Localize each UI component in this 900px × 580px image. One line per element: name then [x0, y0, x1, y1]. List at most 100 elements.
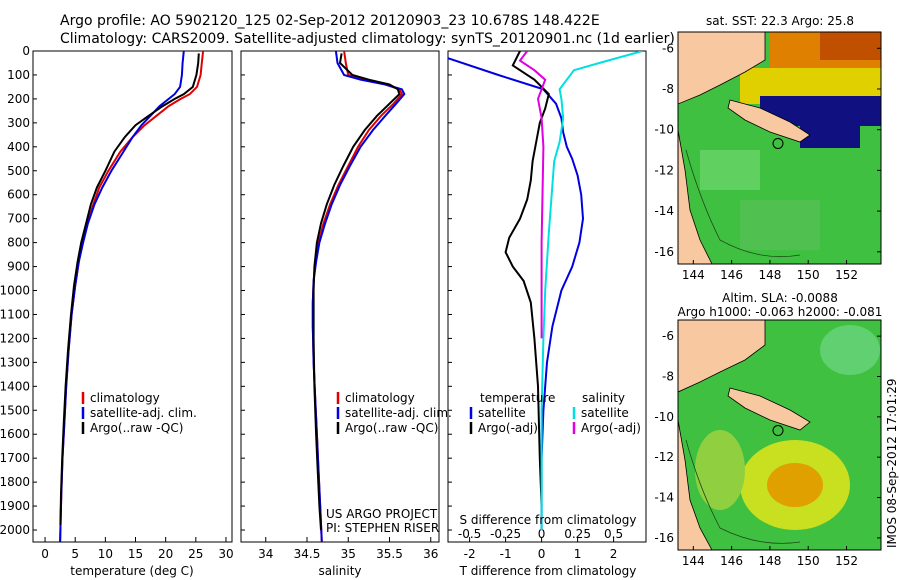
salinity-plot-frame — [240, 50, 440, 543]
x-tick-label: 2 — [610, 547, 618, 561]
depth-axis-ticks: 0 100 200 300 400 500 600 700 800 900 1000 1100 1200… — [0, 44, 37, 537]
sst-light-patch — [700, 150, 760, 190]
x-tick-label: 1 — [574, 547, 582, 561]
map-lat-label: -10 — [654, 123, 674, 137]
x-tick-label: 30 — [218, 547, 233, 561]
s-diff-tick-label: 0.5 — [604, 527, 623, 541]
difference-axis-ticks: -2 -1 0 1 2 -0.5 -0.25 0 0.25 0.5 — [458, 527, 623, 561]
depth-tick-label: 1100 — [0, 307, 30, 321]
temperature-legend: climatology satellite-adj. clim. Argo(..… — [81, 391, 197, 435]
map-lon-label: 148 — [758, 268, 781, 282]
sst-cloud-band-2 — [800, 126, 860, 148]
depth-tick-label: 1700 — [0, 451, 30, 465]
sla-map-title-line2: Argo h1000: -0.063 h2000: -0.081 — [678, 305, 883, 319]
series-line-argo-raw-qc- — [312, 53, 401, 531]
x-tick-label: 35 — [341, 547, 356, 561]
series-line-t-satellite — [448, 57, 585, 530]
depth-tick-label: 600 — [7, 188, 30, 202]
map-lat-label: -6 — [662, 329, 674, 343]
series-line-satellite-adj-clim- — [59, 51, 185, 542]
legend-label-argo: Argo(..raw -QC) — [345, 421, 438, 435]
x-tick-label: -2 — [464, 547, 476, 561]
sst-map-frame — [677, 31, 882, 265]
legend-label-t-satellite: satellite — [478, 406, 526, 420]
legend-label-climatology: climatology — [90, 391, 160, 405]
sla-map-field — [678, 320, 881, 550]
depth-tick-label: 100 — [7, 68, 30, 82]
t-difference-axis-label: T difference from climatology — [459, 564, 637, 578]
legend-label-s-argo: Argo(-adj) — [581, 421, 641, 435]
map-lon-label: 146 — [720, 268, 743, 282]
x-tick-label: 15 — [128, 547, 143, 561]
sst-reef-contour — [685, 149, 801, 258]
x-tick-label: 35.5 — [376, 547, 403, 561]
map-lat-label: -16 — [654, 245, 674, 259]
difference-depth-ticks — [448, 50, 452, 531]
salinity-axis-label: salinity — [318, 564, 361, 578]
depth-tick-label: 2000 — [0, 523, 30, 537]
x-tick-label: 20 — [158, 547, 173, 561]
s-diff-tick-label: 0 — [538, 527, 546, 541]
sst-land-papuan-tail — [727, 99, 811, 143]
s-difference-axis-label: S difference from climatology — [460, 513, 637, 527]
x-tick-label: 0 — [538, 547, 546, 561]
map-lat-label: -10 — [654, 410, 674, 424]
x-tick-label: -1 — [500, 547, 512, 561]
depth-tick-label: 900 — [7, 260, 30, 274]
depth-tick-label: 200 — [7, 92, 30, 106]
legend-label-s-satellite: satellite — [581, 406, 629, 420]
x-tick-label: 34.5 — [294, 547, 321, 561]
depth-tick-label: 500 — [7, 164, 30, 178]
sst-hot-patch — [820, 32, 881, 60]
temperature-axis-ticks: 0 5 10 15 20 25 30 — [41, 537, 234, 561]
difference-series — [448, 51, 643, 530]
map-lat-label: -16 — [654, 531, 674, 545]
series-line-climatology — [59, 51, 205, 542]
sla-mid-patch — [695, 430, 745, 510]
sla-land-papuan-tail — [727, 387, 811, 431]
map-lon-label: 152 — [835, 554, 858, 568]
sla-low-patch — [820, 325, 880, 375]
sst-map-ticks: 144 146 148 150 152 -6 -8 -10 -12 -14 -16 — [654, 41, 881, 282]
map-lon-label: 148 — [758, 554, 781, 568]
temperature-plot-frame — [32, 50, 233, 543]
figure-title-line1: Argo profile: AO 5902120_125 02-Sep-2012… — [60, 13, 600, 29]
figure-title-line2: Climatology: CARS2009. Satellite-adjuste… — [60, 31, 675, 47]
map-lat-label: -14 — [654, 204, 674, 218]
sla-map-panel: Altim. SLA: -0.0088 Argo h1000: -0.063 h… — [654, 291, 882, 568]
series-line-satellite-adj-clim- — [311, 51, 406, 542]
x-tick-label: 36 — [423, 547, 438, 561]
series-line-s-argo-adj- — [518, 51, 547, 339]
map-lat-label: -8 — [662, 369, 674, 383]
depth-tick-label: 1400 — [0, 379, 30, 393]
series-line-argo-raw-qc- — [59, 53, 200, 526]
sla-high-core — [767, 463, 823, 507]
sla-map-frame — [677, 319, 882, 551]
sla-land-cape-york — [678, 419, 713, 550]
s-diff-tick-label: -0.5 — [458, 527, 481, 541]
depth-tick-label: 1300 — [0, 355, 30, 369]
salinity-legend: climatology satellite-adj. clim. Argo(..… — [336, 391, 452, 435]
sst-land-cape-york — [678, 129, 713, 264]
map-lon-label: 150 — [797, 554, 820, 568]
sla-map-ticks: 144 146 148 150 152 -6 -8 -10 -12 -14 -16 — [654, 329, 881, 568]
legend-label-satellite-adj: satellite-adj. clim. — [345, 406, 452, 420]
difference-panel: -2 -1 0 1 2 -0.5 -0.25 0 0.25 0.5 T difference fr… — [447, 50, 647, 578]
difference-plot-frame — [447, 50, 647, 543]
x-tick-label: 34 — [258, 547, 273, 561]
sla-reef-contour — [685, 439, 801, 544]
sst-map-title: sat. SST: 22.3 Argo: 25.8 — [706, 14, 854, 28]
sla-argo-position-marker — [772, 425, 784, 437]
depth-tick-label: 0 — [22, 44, 30, 58]
project-annotation: US ARGO PROJECT — [326, 507, 438, 521]
map-lon-label: 146 — [720, 554, 743, 568]
depth-tick-label: 1600 — [0, 427, 30, 441]
sst-land-new-guinea — [678, 32, 766, 105]
map-lat-label: -6 — [662, 41, 674, 55]
legend-label-satellite-adj: satellite-adj. clim. — [90, 406, 197, 420]
s-diff-tick-label: -0.25 — [490, 527, 521, 541]
map-lat-label: -8 — [662, 82, 674, 96]
depth-tick-label: 1200 — [0, 331, 30, 345]
sst-argo-position-marker — [772, 137, 784, 149]
